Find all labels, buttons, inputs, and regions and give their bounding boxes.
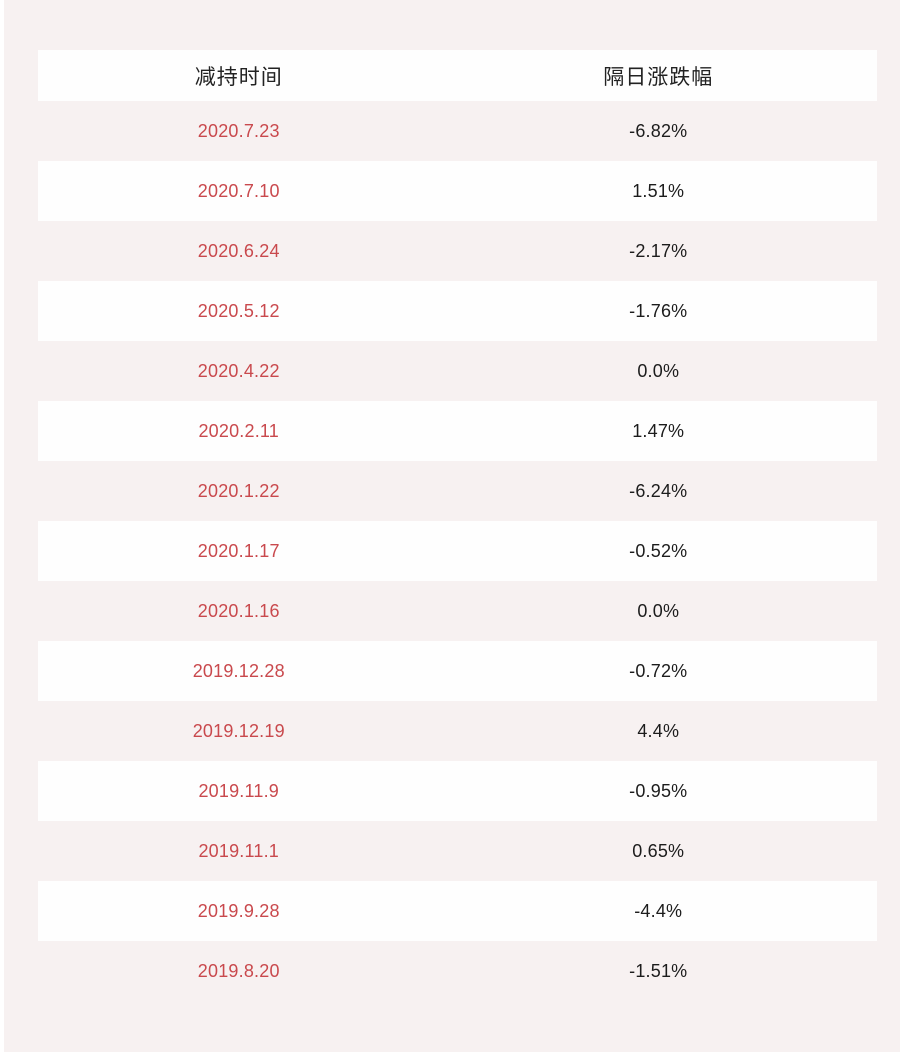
reduction-date-link[interactable]: 2019.12.19 (192, 720, 285, 741)
table-row: 2019.9.28 -4.4% (38, 881, 877, 941)
reduction-date-link[interactable]: 2020.1.16 (197, 600, 280, 621)
reduction-date-link[interactable]: 2020.1.22 (197, 480, 280, 501)
reduction-date-link[interactable]: 2020.4.22 (197, 360, 280, 381)
table-row: 2020.1.22 -6.24% (38, 461, 877, 521)
next-day-change-value: -4.4% (634, 900, 683, 921)
reduction-date-link[interactable]: 2019.12.28 (192, 660, 285, 681)
next-day-change-value: 1.51% (632, 180, 685, 201)
next-day-change-value: -0.95% (629, 780, 688, 801)
table-row: 2019.12.28 -0.72% (38, 641, 877, 701)
table-row: 2019.11.1 0.65% (38, 821, 877, 881)
next-day-change-value: -1.51% (629, 960, 688, 981)
table-row: 2020.5.12 -1.76% (38, 281, 877, 341)
next-day-change-value: -6.82% (629, 120, 688, 141)
table-row: 2020.7.10 1.51% (38, 161, 877, 221)
next-day-change-value: 0.65% (632, 840, 685, 861)
table-header-row: 减持时间 隔日涨跌幅 (38, 50, 877, 101)
next-day-change-value: 0.0% (637, 360, 680, 381)
reduction-date-link[interactable]: 2020.6.24 (197, 240, 280, 261)
share-reduction-table: 减持时间 隔日涨跌幅 2020.7.23 -6.82% 2020.7.10 1.… (38, 50, 877, 1001)
reduction-date-link[interactable]: 2020.5.12 (197, 300, 280, 321)
table-row: 2019.12.19 4.4% (38, 701, 877, 761)
table-row: 2020.1.17 -0.52% (38, 521, 877, 581)
table-row: 2020.1.16 0.0% (38, 581, 877, 641)
next-day-change-value: -2.17% (629, 240, 688, 261)
table-row: 2020.7.23 -6.82% (38, 101, 877, 161)
column-header-reduction-date: 减持时间 (194, 65, 283, 89)
next-day-change-value: 1.47% (632, 420, 685, 441)
next-day-change-value: 0.0% (637, 600, 680, 621)
reduction-date-link[interactable]: 2019.11.1 (198, 840, 280, 861)
next-day-change-value: -1.76% (629, 300, 688, 321)
column-header-next-day-change: 隔日涨跌幅 (603, 65, 714, 89)
table-body: 2020.7.23 -6.82% 2020.7.10 1.51% 2020.6.… (38, 101, 877, 1001)
reduction-date-link[interactable]: 2020.2.11 (198, 420, 280, 441)
table-row: 2020.6.24 -2.17% (38, 221, 877, 281)
table-row: 2019.8.20 -1.51% (38, 941, 877, 1001)
left-edge-strip (0, 0, 4, 1052)
table-row: 2019.11.9 -0.95% (38, 761, 877, 821)
table-row: 2020.4.22 0.0% (38, 341, 877, 401)
reduction-date-link[interactable]: 2020.7.23 (197, 120, 280, 141)
reduction-date-link[interactable]: 2020.1.17 (197, 540, 280, 561)
next-day-change-value: -0.52% (629, 540, 688, 561)
reduction-date-link[interactable]: 2020.7.10 (197, 180, 280, 201)
table-row: 2020.2.11 1.47% (38, 401, 877, 461)
next-day-change-value: 4.4% (637, 720, 680, 741)
reduction-date-link[interactable]: 2019.9.28 (197, 900, 280, 921)
next-day-change-value: -6.24% (629, 480, 688, 501)
reduction-date-link[interactable]: 2019.11.9 (198, 780, 280, 801)
reduction-date-link[interactable]: 2019.8.20 (197, 960, 280, 981)
next-day-change-value: -0.72% (629, 660, 688, 681)
